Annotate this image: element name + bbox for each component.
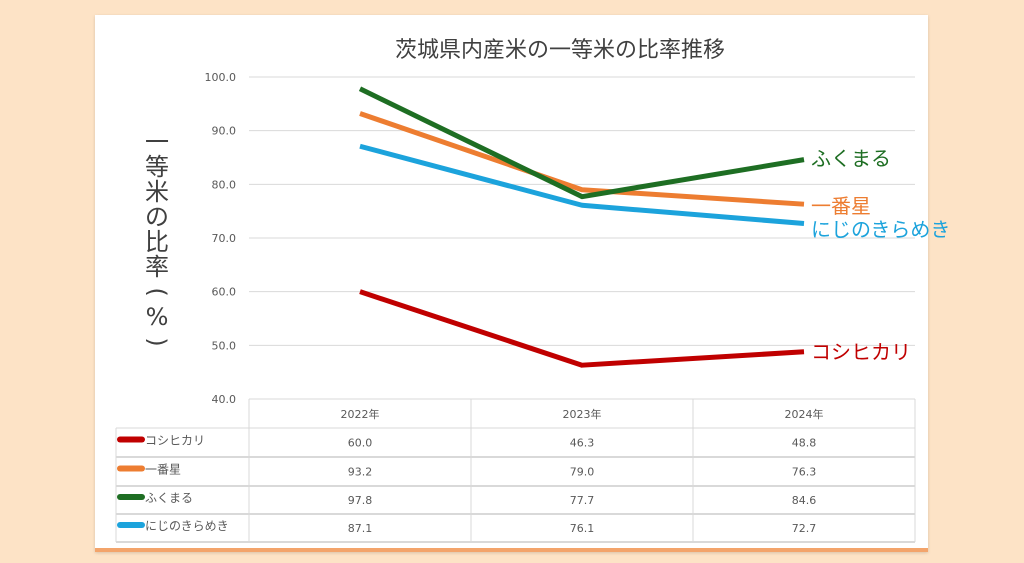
x-category-label: 2022年 [341, 407, 380, 421]
legend-label: 一番星 [145, 463, 181, 477]
series-end-label: 一番星 [811, 194, 871, 218]
y-tick-label: 60.0 [212, 286, 237, 299]
table-cell-value: 77.7 [570, 494, 595, 507]
table-cell-value: 93.2 [348, 466, 373, 479]
chart-title: 茨城県内産米の一等米の比率推移 [395, 38, 725, 63]
table-cell-value: 48.8 [792, 437, 817, 450]
y-axis-label-char: の [145, 203, 169, 231]
y-tick-label: 80.0 [212, 178, 237, 191]
y-axis-label-char: 等 [145, 153, 169, 181]
y-axis-label-char: 率 [145, 253, 169, 281]
series-line-1 [359, 111, 805, 207]
table-cell-value: 72.7 [792, 522, 817, 535]
table-cell-value: 76.1 [570, 522, 595, 535]
y-tick-label: 70.0 [212, 232, 237, 245]
y-tick-label: 100.0 [205, 71, 237, 84]
series-line-2 [358, 86, 805, 200]
table-cell-value: 84.6 [792, 494, 817, 507]
y-axis-label-char: % [146, 303, 169, 331]
x-category-label: 2024年 [785, 407, 824, 421]
y-axis-label: 一等米の比率 (%) [143, 128, 171, 347]
x-category-label: 2023年 [563, 407, 602, 421]
table-cell-value: 97.8 [348, 494, 373, 507]
y-tick-label: 50.0 [212, 339, 237, 352]
series-end-label: コシヒカリ [811, 340, 911, 364]
y-axis-label-char: ) [143, 337, 171, 346]
y-tick-label: 40.0 [212, 393, 237, 406]
y-axis-label-char: ( [143, 287, 171, 296]
table-cell-value: 87.1 [348, 522, 373, 535]
y-tick-label: 90.0 [212, 125, 237, 138]
table-cell-value: 79.0 [570, 466, 595, 479]
legend-label: にじのきらめき [145, 519, 229, 533]
legend-label: コシヒカリ [145, 434, 205, 448]
table-cell-value: 46.3 [570, 437, 595, 450]
series-line-0 [359, 289, 805, 368]
series-end-label: ふくまる [811, 147, 891, 171]
legend-label: ふくまる [145, 491, 193, 505]
table-cell-value: 60.0 [348, 437, 373, 450]
chart-card [95, 15, 928, 552]
y-axis-label-char: 比 [145, 228, 169, 256]
table-cell-value: 76.3 [792, 466, 817, 479]
series-line-3 [359, 143, 805, 227]
y-axis-label-char: 米 [145, 178, 169, 206]
series-end-label: にじのきらめき [811, 218, 950, 242]
y-axis-label-char: 一 [145, 128, 169, 156]
